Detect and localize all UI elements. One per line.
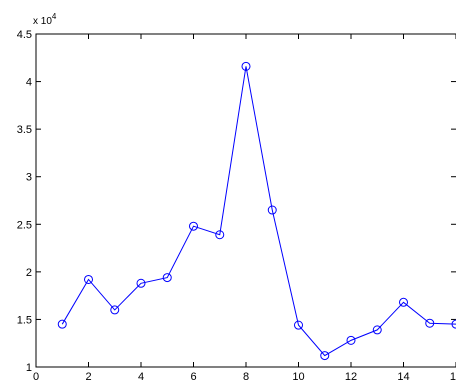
series-line (61, 66, 456, 357)
data-point (267, 205, 277, 215)
data-point (241, 61, 251, 71)
x-tick-label: 12 (345, 371, 357, 383)
data-point (110, 305, 120, 315)
plot-box (35, 33, 456, 368)
x-tick-label: 4 (138, 371, 144, 383)
y-tick-label: 4.5 (17, 29, 32, 41)
data-point (451, 319, 456, 329)
y-tick-label: 3.5 (17, 124, 32, 136)
y-scale-power: 4 (52, 12, 57, 21)
y-tick-label: 1 (26, 362, 32, 374)
x-tick-label: 10 (292, 371, 304, 383)
x-tick-label: 14 (397, 371, 409, 383)
y-tick-label: 2.5 (17, 219, 32, 231)
axes-frame (35, 33, 456, 368)
y-tick-label: 4 (26, 77, 32, 89)
data-point (162, 273, 172, 283)
data-point (57, 319, 67, 329)
data-point (399, 297, 408, 307)
y-tick-label: 2 (26, 267, 32, 279)
data-point (346, 335, 356, 345)
data-point (372, 325, 382, 335)
y-scale-exponent-label: x 104 (33, 12, 57, 27)
data-point (215, 230, 225, 240)
y-scale-base: x 10 (33, 16, 52, 27)
data-point (425, 318, 435, 328)
x-tick-label: 6 (190, 371, 196, 383)
axis-tick-labels: 0 2 4 6 8 10 12 14 16 1 1.5 2 2.5 3 3.5 4 4.5 (17, 29, 456, 383)
x-tick-label: 16 (450, 371, 456, 383)
axis-ticks (35, 33, 456, 368)
data-point (189, 221, 198, 231)
x-tick-label: 8 (243, 371, 249, 383)
y-tick-label: 3 (26, 172, 32, 184)
y-tick-label: 1.5 (17, 314, 32, 326)
x-tick-label: 2 (85, 371, 91, 383)
data-point (294, 320, 303, 330)
data-point (84, 274, 93, 284)
data-point (320, 351, 330, 361)
x-tick-label: 0 (33, 371, 39, 383)
series-layer (57, 61, 456, 361)
data-point (136, 278, 146, 288)
